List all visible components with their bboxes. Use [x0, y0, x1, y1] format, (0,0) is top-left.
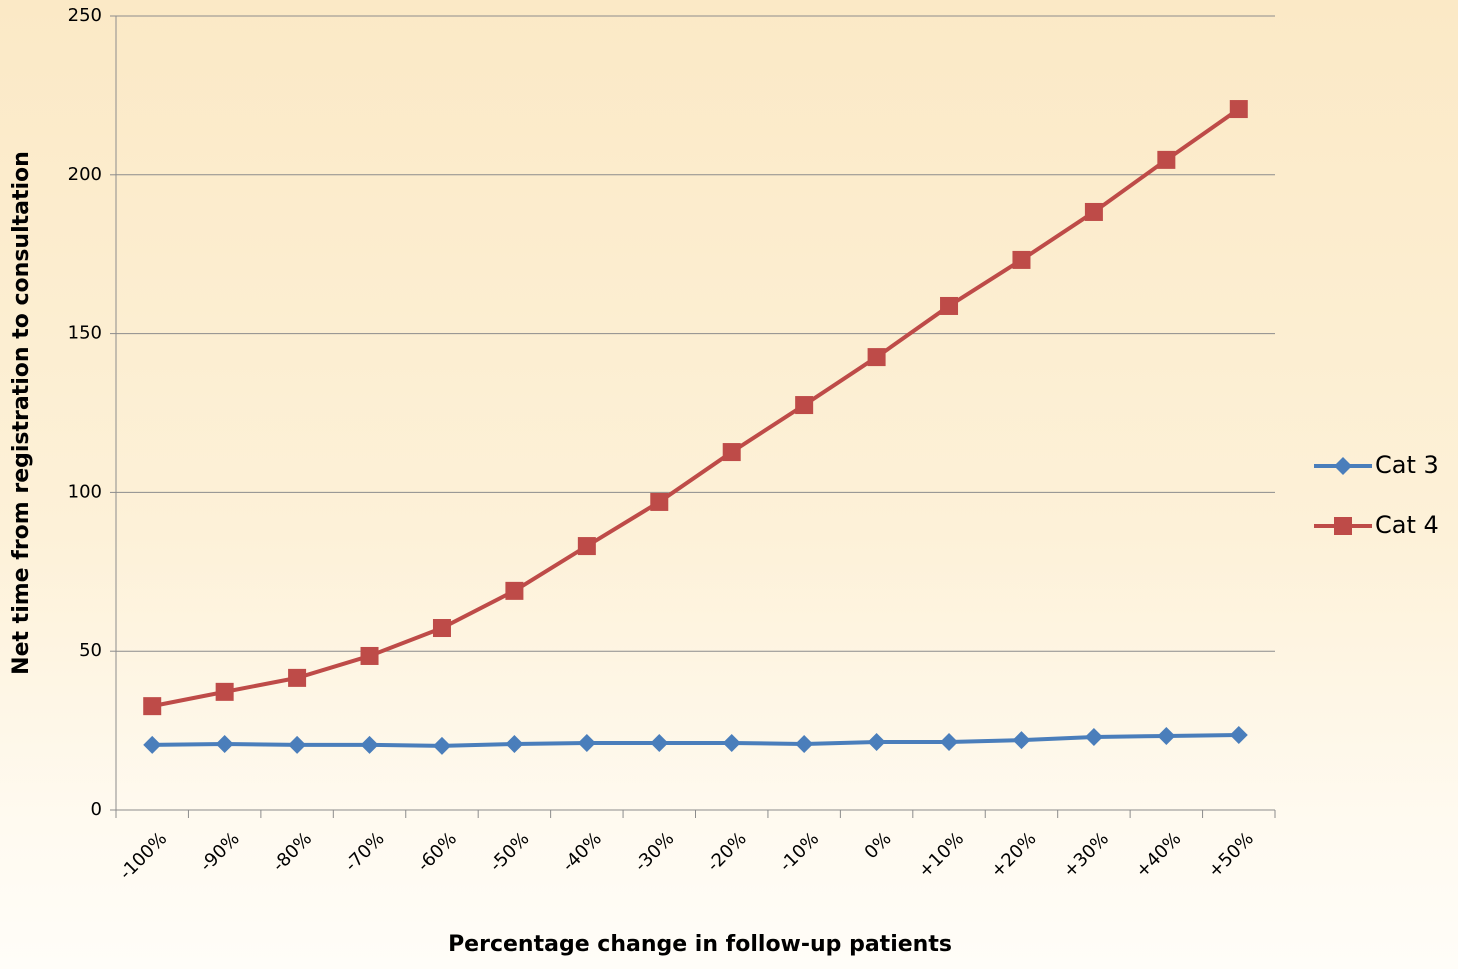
data-point — [795, 396, 814, 415]
x-axis-title: Percentage change in follow-up patients — [448, 932, 952, 957]
legend-label: Cat 3 — [1375, 451, 1439, 479]
data-point — [288, 668, 307, 687]
y-axis-title: Net time from registration to consultati… — [9, 151, 34, 675]
x-tick-label: +50% — [1204, 828, 1258, 882]
data-point — [288, 735, 307, 754]
y-tick-label: 250 — [68, 5, 102, 26]
x-tick-label: -60% — [413, 828, 461, 876]
legend-marker — [1334, 517, 1352, 535]
y-tick-label: 0 — [91, 799, 102, 820]
data-point — [940, 733, 959, 752]
data-point — [143, 697, 162, 716]
x-tick-label: +10% — [914, 828, 968, 882]
y-tick-label: 200 — [68, 164, 102, 185]
data-point — [940, 296, 959, 315]
y-tick-label: 50 — [79, 640, 102, 661]
x-tick-label: 0% — [861, 828, 896, 863]
x-tick-label: -50% — [486, 828, 534, 876]
data-point — [1229, 100, 1248, 119]
data-point — [722, 733, 741, 752]
data-point — [1012, 250, 1031, 269]
x-tick-label: -10% — [775, 828, 823, 876]
data-point — [215, 734, 234, 753]
data-point — [795, 734, 814, 753]
data-point — [867, 733, 886, 752]
y-tick-label: 100 — [68, 481, 102, 502]
data-point — [432, 736, 451, 755]
y-tick-label: 150 — [68, 323, 102, 344]
x-tick-label: -40% — [558, 828, 606, 876]
data-point — [1157, 150, 1176, 169]
x-tick-label: -20% — [703, 828, 751, 876]
data-point — [1084, 202, 1103, 221]
legend-label: Cat 4 — [1375, 511, 1439, 539]
x-tick-label: +30% — [1059, 828, 1113, 882]
x-tick-label: +40% — [1132, 828, 1186, 882]
legend-marker — [1334, 457, 1352, 475]
x-tick-label: -80% — [268, 828, 316, 876]
x-tick-label: +20% — [987, 828, 1041, 882]
data-point — [577, 733, 596, 752]
x-tick-label: -90% — [196, 828, 244, 876]
data-point — [360, 735, 379, 754]
data-point — [1084, 727, 1103, 746]
data-point — [505, 581, 524, 600]
data-point — [577, 537, 596, 556]
data-point — [1012, 731, 1031, 750]
data-point — [505, 734, 524, 753]
data-point — [1157, 726, 1176, 745]
data-point — [360, 646, 379, 665]
series-line — [152, 733, 1239, 748]
x-tick-label: -70% — [341, 828, 389, 876]
data-point — [1229, 726, 1248, 745]
data-point — [650, 733, 669, 752]
data-point — [650, 492, 669, 511]
data-point — [867, 348, 886, 367]
series-line — [151, 107, 1240, 709]
data-point — [215, 682, 234, 701]
data-point — [722, 443, 741, 462]
x-tick-label: -100% — [115, 828, 171, 884]
x-tick-label: -30% — [631, 828, 679, 876]
data-point — [143, 735, 162, 754]
data-point — [432, 619, 451, 638]
